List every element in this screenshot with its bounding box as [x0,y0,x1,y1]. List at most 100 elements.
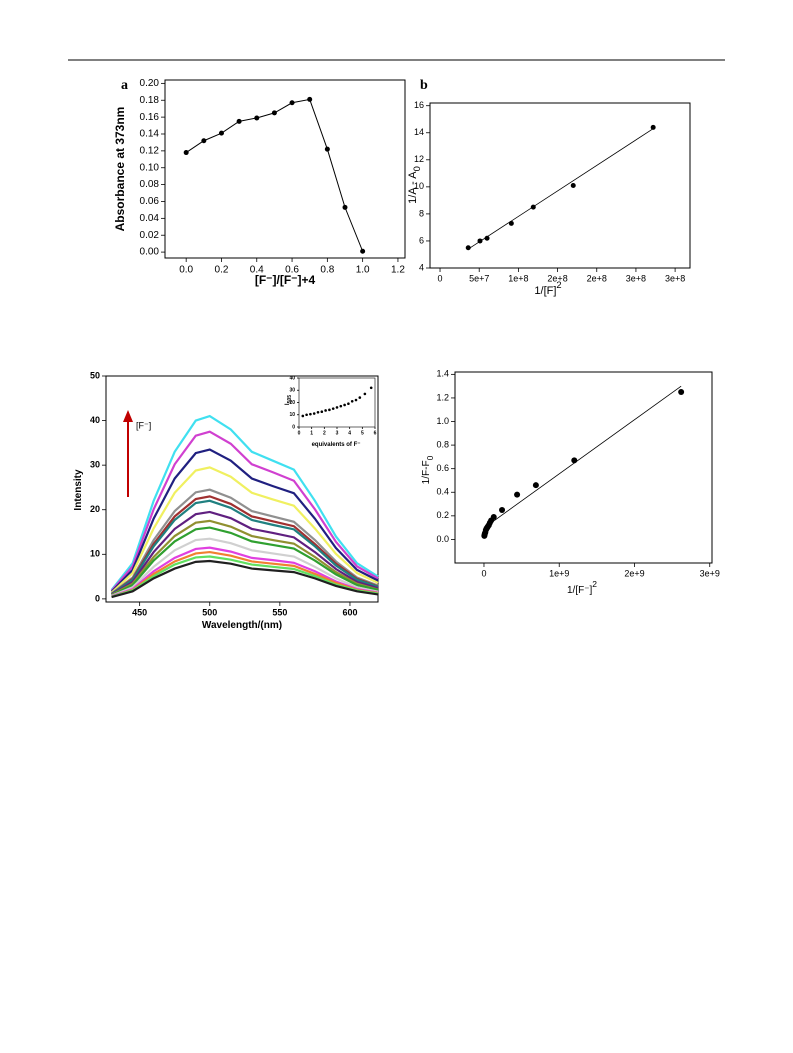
y-tick-label: 0.14 [140,129,160,140]
y-axis-label: 1/F-F0 [421,455,436,484]
y-axis-label: Intensity [73,469,84,511]
x-tick-label: 3 [336,430,339,436]
y-tick-label: 0.2 [436,510,449,520]
y-tick-label: 0.6 [436,463,449,473]
label-text: [F⁻]/[F⁻]+4 [255,273,316,287]
x-tick-label: 6 [374,430,377,436]
y-tick-label: 10 [90,549,100,559]
x-tick-label: 1e+9 [549,569,569,579]
x-axis-label: 1/[F]2 [534,280,561,296]
chart: 0.0 0.2 0.4 0.6 0.8 1.0 1.2 0.00 0.02 0.04 0.06 0.0… [121,78,406,276]
y-tick-label: 0.04 [140,213,160,224]
data-point [347,402,350,406]
data-point [532,482,539,489]
data-point [490,514,497,521]
x-tick-label: 1.2 [391,265,405,276]
label-text: 1/F-F [421,460,432,484]
y-tick-label: 40 [289,375,295,381]
plot-frame [105,375,379,603]
data-point [477,238,483,244]
label-text: Intensity [73,469,84,511]
y-tick-label: 0.06 [140,196,160,207]
spectrum-line [110,488,379,595]
y-tick-label: 4 [419,262,424,272]
y-tick-label: 0.16 [140,112,160,123]
data-point [335,406,339,409]
x-tick-label: 0.4 [250,265,264,276]
y-tick-label: 1.2 [436,392,449,402]
spectrum-line [110,499,379,595]
y-tick-label: 30 [289,388,295,394]
spectrum-line [110,448,379,593]
x-tick-label: 1.0 [356,265,370,276]
x-tick-label: 5e+7 [469,274,489,284]
x-tick-label: 2e+8 [547,274,567,284]
label-text: 1/[F] [534,285,556,297]
fit-line [468,128,654,250]
label-superscript: 2 [592,579,597,589]
data-point [331,407,335,410]
x-axis-label: Wavelength/(nm) [202,620,282,631]
spectrum-line [110,466,379,594]
label-subscript: 0 [412,166,422,171]
data-line [185,98,364,252]
x-tick-label: 0.0 [179,265,193,276]
data-point [484,235,490,241]
label-text: Absorbance at 373nm [113,107,127,232]
spectrum-line [110,495,379,595]
x-tick-label: 0 [481,569,486,579]
data-point [316,411,320,414]
y-tick-label: 10 [414,181,424,191]
y-tick-label: 0.20 [140,78,160,89]
y-tick-label: 0 [95,593,100,603]
data-point [324,409,327,412]
label-text: 1/A - A [407,171,419,204]
y-axis-label: 1/A - A0 [407,166,423,204]
label-superscript: 2 [556,280,561,290]
fit-line [487,385,682,526]
data-point [218,130,224,136]
data-point [499,506,506,513]
data-point [342,204,348,210]
plot-frame [454,371,713,564]
panel-label: a [121,78,128,93]
panel-label: b [420,78,428,93]
data-point [570,183,576,188]
data-point [309,412,312,416]
arrow-head [123,410,133,422]
y-tick-label: 1.0 [436,416,449,426]
data-point [320,410,324,413]
data-point [508,220,514,226]
data-point [369,386,373,390]
y-axis-label: I505 [285,395,294,405]
spectrum-line [110,430,379,592]
spectrum-line [111,537,379,597]
x-axis-label: 1/[F⁻]2 [567,579,597,595]
plot-frame [429,102,691,269]
x-tick-label: 500 [202,608,217,618]
data-point [571,457,578,464]
data-point [312,412,316,415]
spectrum-line [111,559,379,599]
x-tick-label: 600 [342,608,357,618]
x-tick-label: 1e+8 [508,274,528,284]
x-tick-label: 450 [132,608,147,618]
spectrum-line [111,526,379,597]
x-tick-label: 3e+8 [626,274,646,284]
spectrum-line [111,555,379,598]
data-point [354,398,358,402]
y-tick-label: 1.4 [436,369,449,379]
data-point [183,150,189,156]
y-tick-label: 10 [289,412,295,418]
data-point [305,413,308,417]
data-point [363,392,367,396]
data-point [236,118,242,124]
data-point [254,115,260,121]
x-tick-label: 5 [361,430,364,436]
x-tick-label: 0 [438,274,443,284]
data-point [271,110,277,116]
y-tick-label: 0.18 [140,95,160,106]
data-point [289,100,295,106]
x-tick-label: 0 [298,430,301,436]
